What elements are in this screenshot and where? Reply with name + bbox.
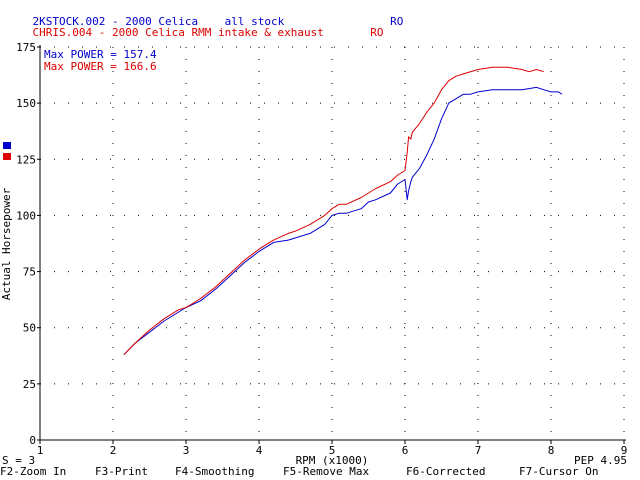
legend-square-red — [3, 153, 11, 160]
x-tick-label: 8 — [548, 444, 555, 457]
blue-run-desc: 2000 Celica — [125, 15, 199, 28]
y-tick-label: 175 — [16, 41, 36, 54]
red-power-curve — [123, 66, 544, 356]
pep-value: PEP 4.95 — [574, 454, 627, 467]
max-power-blue: Max POWER = 157.4 — [44, 48, 157, 61]
function-key-bar: F2-Zoom In F3-Print F4-Smoothing F5-Remo… — [0, 465, 640, 480]
header-line-blue: 2KSTOCK.002 - 2000 Celica all stock RO — [6, 2, 404, 41]
y-tick-label: 150 — [16, 97, 36, 110]
x-tick-label: 1 — [37, 444, 44, 457]
red-run-desc: 2000 Celica RMM intake & exhaust — [111, 26, 324, 39]
f5-remove-max-key[interactable]: F5-Remove Max — [283, 465, 370, 478]
red-run-code: RO — [370, 26, 384, 39]
smoothing-value: S = 3 — [2, 454, 36, 467]
x-tick-label: 2 — [110, 444, 117, 457]
y-axis-title: Actual Horsepower — [0, 187, 13, 300]
separator-text: - — [92, 26, 112, 39]
y-tick-label: 100 — [16, 209, 36, 222]
y-tick-label: 50 — [23, 322, 36, 335]
f6-corrected-key[interactable]: F6-Corrected — [406, 465, 486, 478]
f7-cursor-on-key[interactable]: F7-Cursor On — [519, 465, 599, 478]
x-tick-label: 9 — [621, 444, 628, 457]
y-tick-label: 25 — [23, 378, 36, 391]
f4-smoothing-key[interactable]: F4-Smoothing — [175, 465, 255, 478]
red-run-file: CHRIS.004 — [32, 26, 93, 39]
header-line-red: CHRIS.004 - 2000 Celica RMM intake & exh… — [6, 13, 384, 52]
legend-square-blue — [3, 142, 11, 149]
blue-run-file: 2KSTOCK.002 — [32, 15, 106, 28]
f2-zoom-in-key[interactable]: F2-Zoom In — [0, 465, 67, 478]
x-tick-label: 4 — [256, 444, 263, 457]
max-power-red: Max POWER = 166.6 — [44, 60, 157, 73]
y-tick-label: 0 — [29, 434, 36, 447]
x-axis-title: RPM (x1000) — [296, 454, 369, 467]
separator-text: - — [105, 15, 126, 28]
blue-run-code: RO — [390, 15, 404, 28]
x-tick-label: 5 — [329, 444, 336, 457]
y-tick-label: 75 — [23, 266, 36, 279]
x-tick-label: 7 — [475, 444, 482, 457]
blue-power-curve — [123, 86, 563, 356]
x-tick-label: 3 — [183, 444, 190, 457]
f3-print-key[interactable]: F3-Print — [95, 465, 148, 478]
x-tick-label: 6 — [402, 444, 409, 457]
y-tick-label: 125 — [16, 153, 36, 166]
blue-run-note: all stock — [224, 15, 285, 28]
